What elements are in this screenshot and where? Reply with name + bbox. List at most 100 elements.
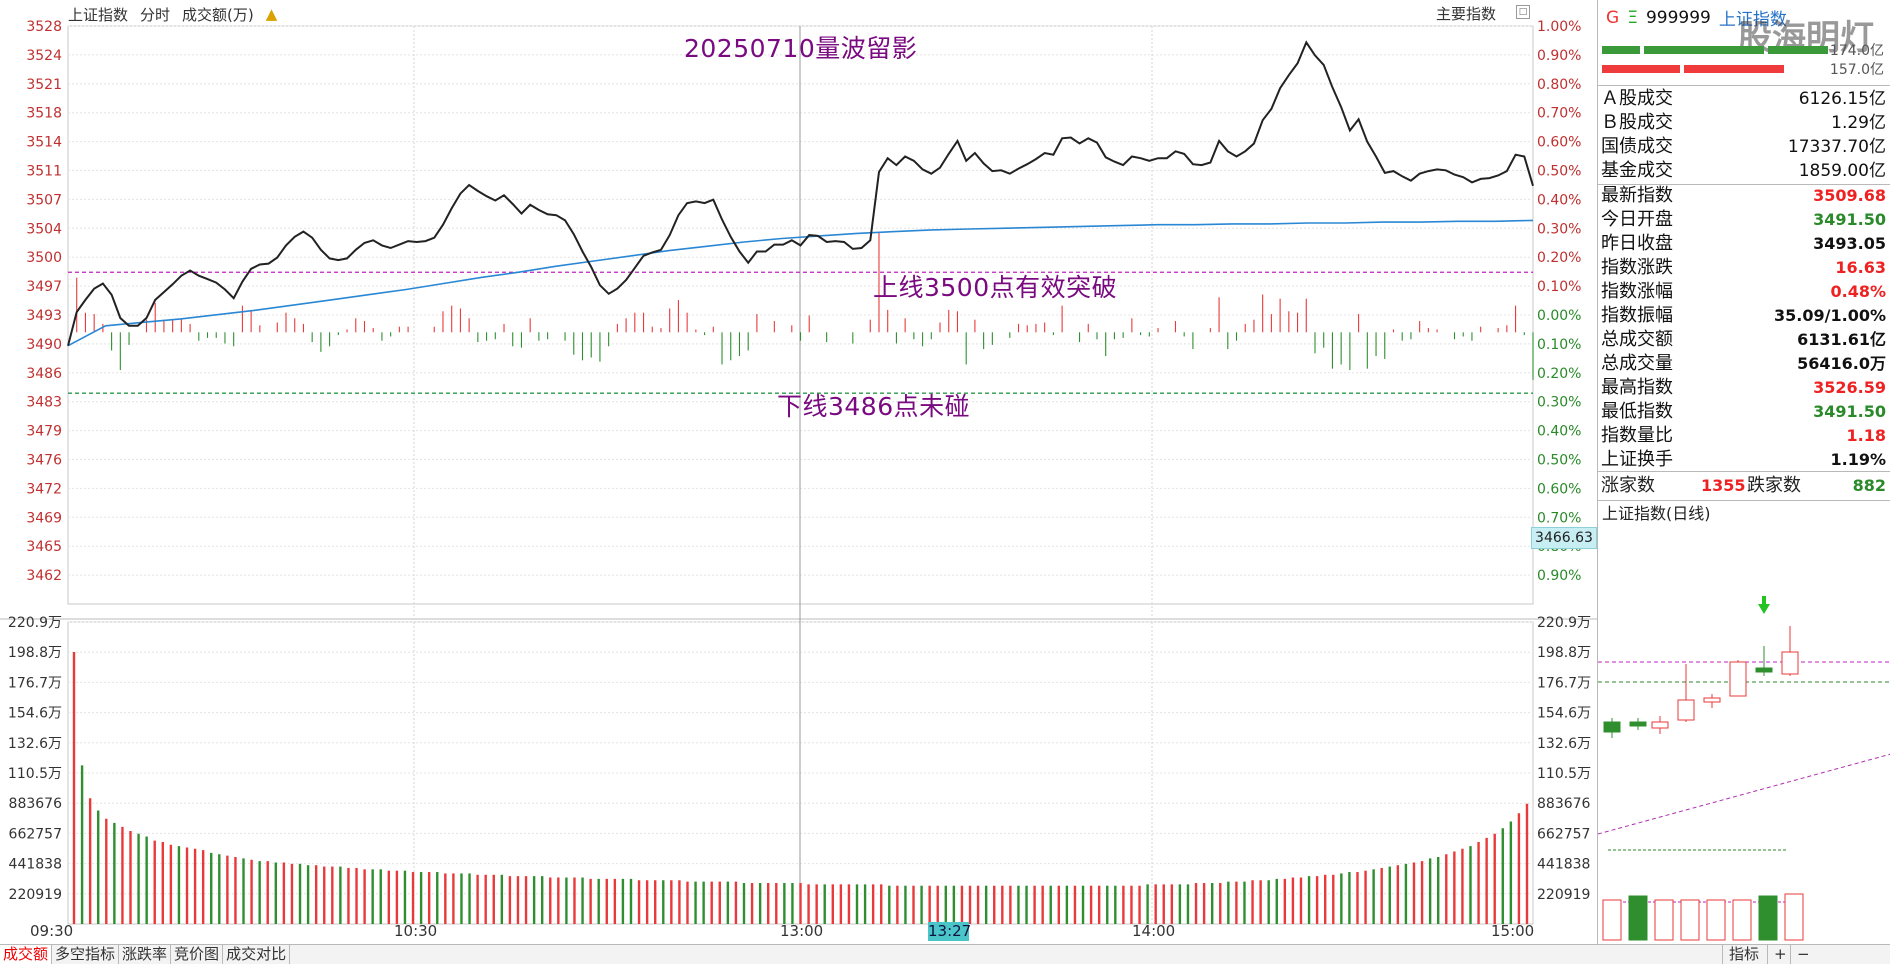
- price-tick-label: 3500: [26, 250, 62, 266]
- daily-volume-bar: [1784, 893, 1804, 941]
- restore-icon[interactable]: □: [1516, 5, 1530, 19]
- daily-candle-body: [1729, 661, 1747, 697]
- pct-tick-label: 1.00%: [1537, 19, 1581, 35]
- price-tick-label: 3504: [26, 221, 62, 237]
- volume-tick-label: 220919: [9, 887, 62, 903]
- quote-section: 最新指数 3509.68 今日开盘 3491.50 昨日收盘 3493.05 指数涨跌 16.…: [1598, 184, 1890, 472]
- price-tick-label: 3472: [26, 481, 62, 497]
- menu-icon[interactable]: Ξ: [1627, 7, 1638, 28]
- tab-advance-decline[interactable]: 涨跌率: [119, 945, 172, 964]
- daily-candle-body: [1629, 721, 1647, 727]
- quote-value: 16.63: [1835, 258, 1886, 277]
- quote-label: 总成交额: [1601, 329, 1673, 350]
- index-code: 999999: [1645, 7, 1711, 28]
- intraday-chart-area[interactable]: 3528 1.00% 3524 0.90% 3521 0.80% 3518 0.70% 3514…: [0, 0, 1597, 944]
- volume-tick-label: 220.9万: [8, 615, 62, 631]
- price-tick-label: 3465: [26, 539, 62, 555]
- pct-tick-label: 0.70%: [1537, 510, 1581, 526]
- annotation-upper-note: 上线3500点有效突破: [873, 273, 1118, 302]
- daily-kline-chart[interactable]: [1598, 504, 1890, 944]
- bell-icon[interactable]: ▲: [265, 5, 278, 23]
- pct-tick-label: 0.50%: [1537, 453, 1581, 469]
- down-count-label: 跌家数: [1747, 475, 1801, 496]
- average-price-line: [67, 219, 1534, 347]
- daily-candle-body: [1755, 667, 1773, 673]
- up-count-value: 1355: [1701, 476, 1746, 495]
- up-count-label: 涨家数: [1601, 475, 1655, 496]
- quote-value: 3493.05: [1813, 234, 1886, 253]
- quote-value: 3526.59: [1813, 378, 1886, 397]
- daily-candle-body: [1603, 721, 1621, 733]
- volume-tick-label: 132.6万: [8, 736, 62, 752]
- price-tick-label: 3524: [26, 48, 62, 64]
- daily-volume-bar: [1602, 899, 1622, 941]
- quote-value: 6131.61亿: [1797, 330, 1886, 349]
- pct-tick-label: 0.30%: [1537, 395, 1581, 411]
- sell-bar-segment-2: [1684, 65, 1784, 73]
- sell-bar-value: 157.0亿: [1829, 62, 1884, 78]
- turnover-value: 17337.70亿: [1787, 137, 1886, 157]
- price-tick-label: 3476: [26, 453, 62, 469]
- volume-tick-label-right: 662757: [1537, 826, 1590, 842]
- price-tick-label: 3514: [26, 135, 62, 151]
- pct-tick-label: 0.60%: [1537, 135, 1581, 151]
- volume-tick-label-right: 154.6万: [1537, 706, 1591, 722]
- indicator-button[interactable]: 指标: [1722, 945, 1765, 964]
- pct-tick-label: 0.70%: [1537, 106, 1581, 122]
- quote-panel: G Ξ 999999 上证指数 股海明灯 174.0亿 157.0亿 Ａ股成交 6…: [1597, 0, 1890, 944]
- time-tick-label: 15:00: [1491, 922, 1534, 940]
- zoom-in-button[interactable]: +: [1767, 945, 1793, 964]
- price-tick-label: 3497: [26, 279, 62, 295]
- tab-volume-compare[interactable]: 成交对比: [223, 945, 291, 964]
- volume-tick-label-right: 198.8万: [1537, 645, 1591, 661]
- volume-tick-label-right: 441838: [1537, 857, 1590, 873]
- time-tick-label: 09:30: [30, 922, 73, 940]
- quote-label: 指数涨跌: [1601, 257, 1673, 278]
- price-tick-label: 3462: [26, 568, 62, 584]
- price-tick-label: 3511: [26, 164, 62, 180]
- price-tick-label: 3493: [26, 308, 62, 324]
- volume-tick-label-right: 176.7万: [1537, 675, 1591, 691]
- price-tick-label: 3518: [26, 106, 62, 122]
- view-mode-label[interactable]: 分时: [140, 5, 171, 24]
- quote-value: 1.19%: [1830, 450, 1886, 469]
- sell-bar-segment-1: [1602, 65, 1680, 73]
- zoom-out-button[interactable]: −: [1790, 945, 1816, 964]
- turnover-value: 1.29亿: [1831, 113, 1886, 133]
- volume-tick-label-right: 110.5万: [1537, 766, 1591, 782]
- quote-value: 3491.50: [1813, 210, 1886, 229]
- group-icon[interactable]: G: [1606, 7, 1620, 28]
- turnover-label: 国债成交: [1601, 136, 1673, 157]
- turnover-section: Ａ股成交 6126.15亿 Ｂ股成交 1.29亿 国债成交 17337.70亿 基金成…: [1598, 84, 1890, 186]
- tab-auction[interactable]: 竞价图: [171, 945, 224, 964]
- price-tick-label: 3528: [26, 19, 62, 35]
- index-name-link[interactable]: 上证指数: [1718, 10, 1787, 30]
- pct-tick-label: 0.60%: [1537, 481, 1581, 497]
- pct-tick-label: 0.10%: [1537, 337, 1581, 353]
- daily-down-arrow-icon: [1758, 596, 1770, 614]
- main-index-button[interactable]: 主要指数: [1436, 5, 1497, 23]
- volume-tick-label: 154.6万: [8, 706, 62, 722]
- chart-toolbar: 上证指数 分时 成交额(万) ▲: [68, 2, 277, 26]
- buy-bar-segment-3: [1768, 46, 1828, 54]
- intraday-chart-svg[interactable]: 3528 1.00% 3524 0.90% 3521 0.80% 3518 0.70% 3514…: [0, 0, 1597, 944]
- daily-trend-line: [1598, 753, 1890, 835]
- quote-label: 最新指数: [1601, 185, 1673, 206]
- breadth-section: 涨家数 1355 跌家数 882: [1598, 470, 1890, 502]
- daily-volume-bar: [1758, 895, 1778, 941]
- hover-time-label: 13:27: [928, 922, 972, 941]
- bottom-tab-bar: 成交额 多空指标 涨跌率 竞价图 成交对比 指标 + −: [0, 944, 1890, 964]
- index-name-label: 上证指数: [68, 5, 129, 24]
- tab-long-short[interactable]: 多空指标: [52, 945, 120, 964]
- volume-unit-label[interactable]: 成交额(万): [182, 5, 254, 24]
- price-tick-label: 3507: [26, 192, 62, 208]
- hover-price-label: 3466.63: [1531, 527, 1597, 549]
- pct-tick-label: 0.40%: [1537, 424, 1581, 440]
- turnover-label: 基金成交: [1601, 160, 1673, 181]
- tab-turnover[interactable]: 成交额: [0, 945, 53, 964]
- pct-tick-label: 0.80%: [1537, 77, 1581, 93]
- annotation-lower-note: 下线3486点未碰: [777, 392, 971, 421]
- turnover-value: 6126.15亿: [1798, 89, 1886, 109]
- turnover-label: Ａ股成交: [1601, 88, 1673, 109]
- pct-tick-label: 0.20%: [1537, 366, 1581, 382]
